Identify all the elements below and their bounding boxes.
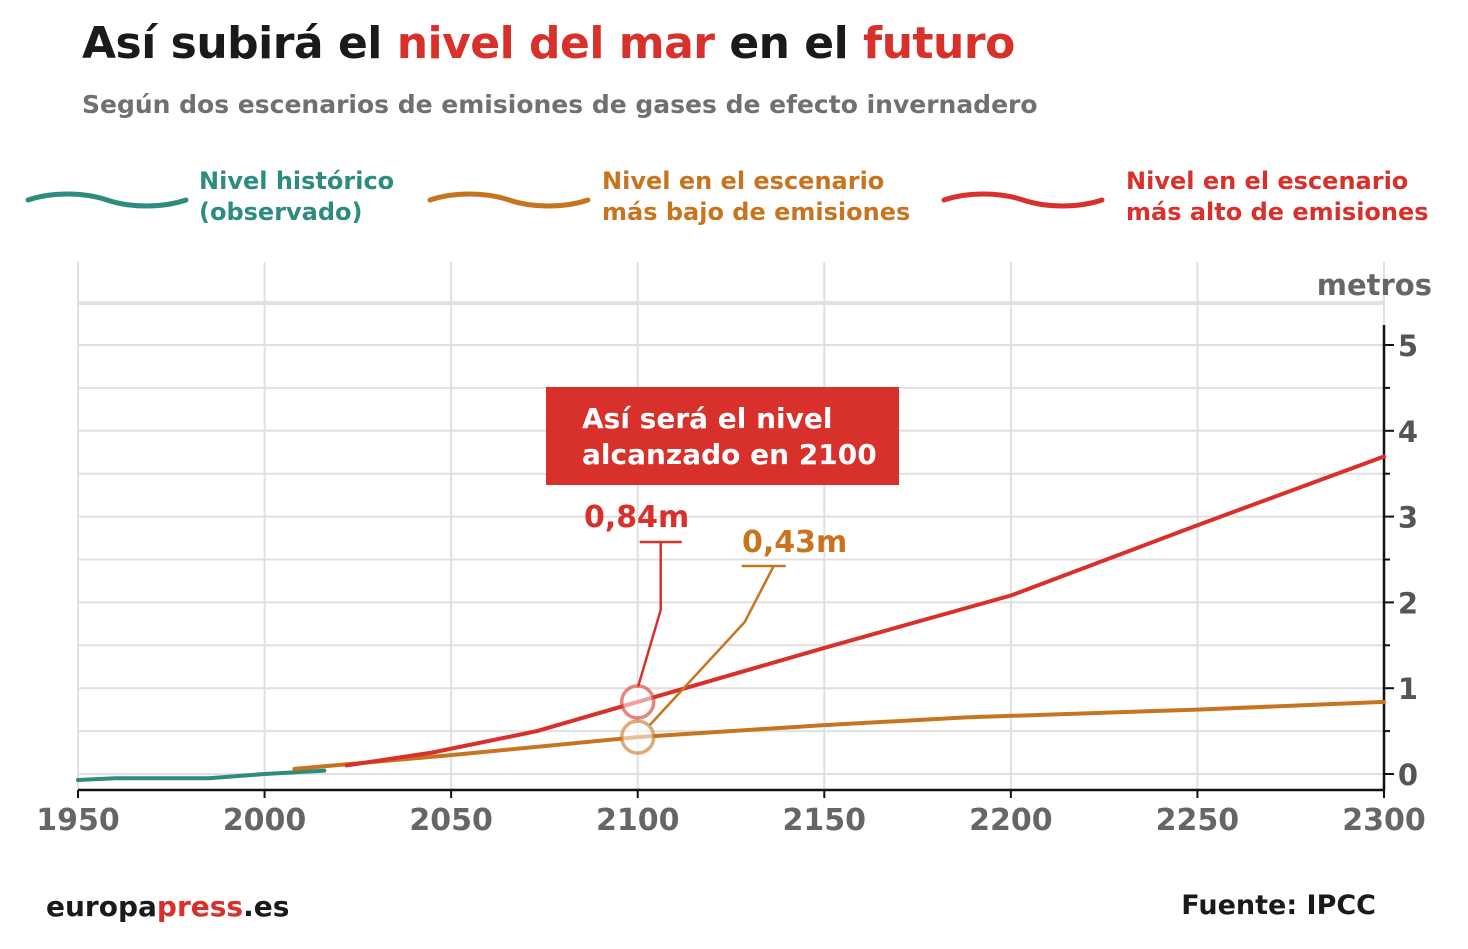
y-tick-label-3: 3	[1398, 501, 1418, 535]
x-tick-label-2200: 2200	[969, 803, 1053, 838]
title-part-3: en el	[714, 18, 864, 69]
y-tick-label-5: 5	[1398, 329, 1418, 363]
legend-low-line2: más bajo de emisiones	[602, 198, 911, 226]
legend-item-historic: Nivel histórico (observado)	[199, 166, 394, 228]
x-tick-label-2000: 2000	[223, 803, 307, 838]
x-tick-label-2300: 2300	[1342, 803, 1426, 838]
title-highlight-future: futuro	[863, 18, 1015, 69]
leader-high	[636, 540, 682, 689]
brand-part-1: europa	[46, 890, 157, 923]
legend-high-line1: Nivel en el escenario	[1126, 167, 1409, 195]
legend-historic-line1: Nivel histórico	[199, 167, 395, 195]
annotation-leaders	[636, 540, 786, 726]
page-subtitle: Según dos escenarios de emisiones de gas…	[82, 90, 1038, 119]
y-tick-label-0: 0	[1398, 758, 1418, 792]
series-line-0	[76, 768, 327, 782]
legend-historic-line2: (observado)	[199, 198, 363, 226]
legend-item-low: Nivel en el escenario más bajo de emisio…	[602, 166, 910, 228]
annotation-line-2: alcanzado en 2100	[582, 438, 877, 471]
x-tick-label-2050: 2050	[409, 803, 493, 838]
highlight-circle-0	[619, 684, 656, 720]
legend-low-line1: Nivel en el escenario	[602, 167, 885, 195]
series-line-1	[292, 699, 1386, 771]
legend-high-line2: más alto de emisiones	[1126, 198, 1429, 226]
legend-swatch-2-icon	[941, 191, 1105, 209]
series-line-2	[344, 454, 1386, 768]
chart-axes: 1950 2000 2050 2100 2150 2200 2250 2300 0 1 2 3 4 5 me…	[36, 268, 1432, 838]
y-axis-label: metros	[1317, 268, 1432, 302]
chart-highlights	[619, 684, 656, 755]
low-scenario-2100-value: 0,43m	[742, 525, 848, 560]
annotation-box-2100: Así será el nivel alcanzado en 2100	[546, 387, 899, 485]
leader-low	[648, 564, 786, 726]
y-tick-label-2: 2	[1398, 586, 1418, 620]
title-part-1: Así subirá el	[82, 18, 397, 69]
brand-part-3: .es	[243, 890, 290, 923]
x-tick-label-2100: 2100	[596, 803, 680, 838]
annotation-line-1: Así será el nivel	[582, 402, 833, 435]
x-tick-label-1950: 1950	[36, 803, 120, 838]
brand-logo: europapress.es	[46, 890, 289, 923]
chart-series	[76, 454, 1386, 782]
title-highlight-sea-level: nivel del mar	[396, 18, 715, 69]
x-tick-label-2150: 2150	[783, 803, 867, 838]
legend-item-high: Nivel en el escenario más alto de emisio…	[1126, 166, 1429, 228]
y-tick-label-1: 1	[1398, 672, 1418, 706]
brand-part-2: press	[156, 890, 244, 923]
highlight-circle-1	[619, 719, 656, 755]
legend-swatch-1-icon	[427, 191, 591, 209]
y-tick-label-4: 4	[1398, 415, 1418, 449]
page-title: Así subirá el nivel del mar en el futuro	[82, 18, 1015, 69]
legend-swatch-0-icon	[25, 191, 189, 209]
legend-swatches	[25, 191, 1105, 209]
source-credit: Fuente: IPCC	[1181, 890, 1376, 921]
x-tick-label-2250: 2250	[1156, 803, 1240, 838]
high-scenario-2100-value: 0,84m	[584, 500, 690, 535]
